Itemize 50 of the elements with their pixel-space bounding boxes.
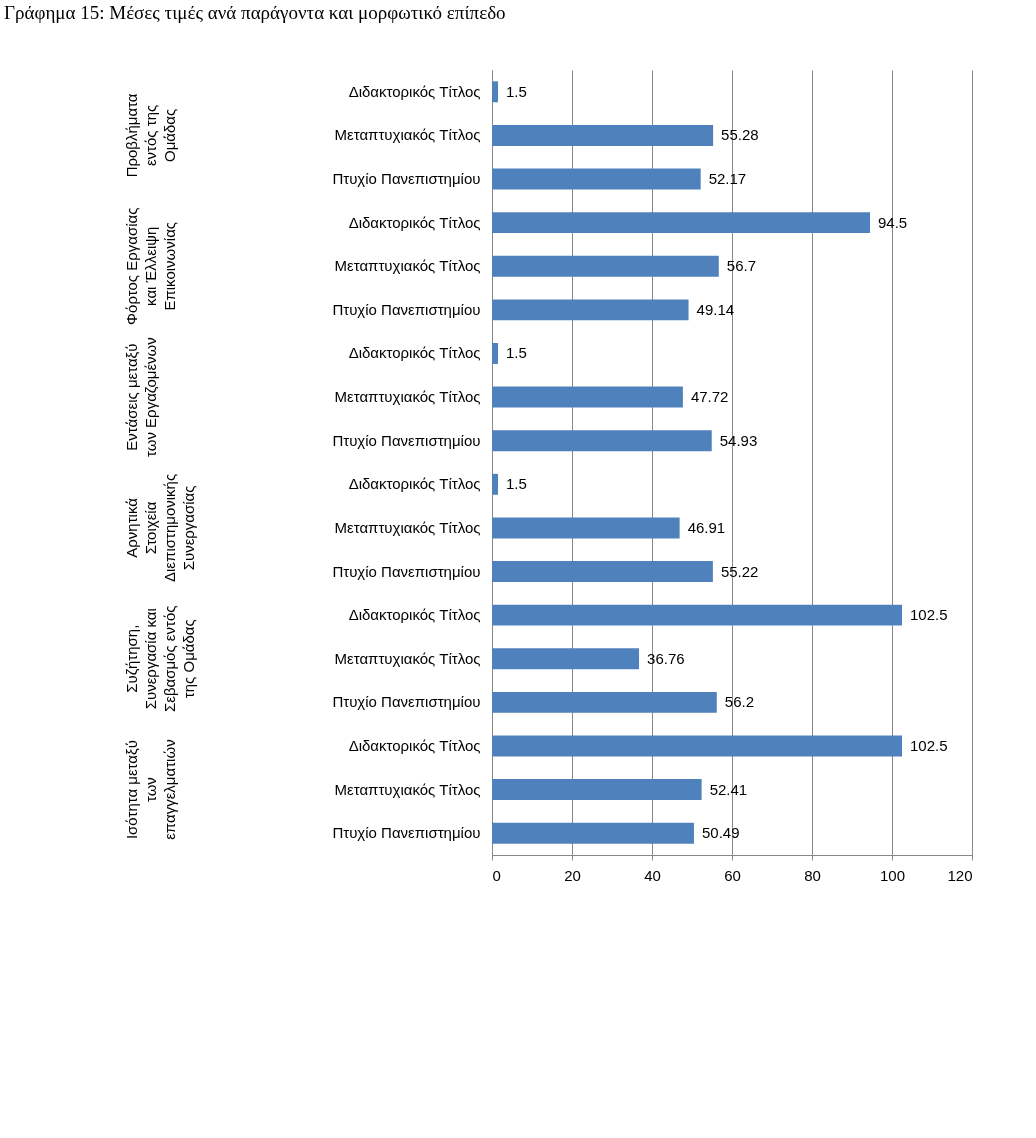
text: Προβλήματα εντός της Ομάδας [123, 93, 178, 178]
data-label: 94.5 [878, 213, 908, 231]
y-tick-label: Διδακτορικός Τίτλος [348, 344, 481, 362]
data-label: 55.22 [720, 562, 759, 580]
text: Εντάσεις μεταξύ των Εργαζομένων [123, 337, 159, 457]
data-label: 46.91 [687, 518, 726, 536]
y-tick-label: Μεταπτυχιακός Τίτλος [334, 126, 481, 144]
y-tick-label: Διδακτορικός Τίτλος [348, 475, 481, 493]
y-tick-label: Μεταπτυχιακός Τίτλος [334, 649, 481, 667]
text: Φόρτος Εργασίας και Έλλειψη Επικοινωνίας [123, 207, 178, 325]
data-label: 52.17 [708, 170, 747, 188]
text: Αρνητικά Στοιχεία Διεπιστημονικής Συνεργασίας [123, 473, 197, 582]
x-tick-label: 60 [724, 866, 741, 884]
x-tick-label: 40 [644, 866, 661, 884]
y-tick-label: Πτυχίο Πανεπιστημίου [332, 431, 481, 449]
x-tick-label: 80 [804, 866, 821, 884]
y-tick-label: Διδακτορικός Τίτλος [348, 606, 481, 624]
y-tick-label: Μεταπτυχιακός Τίτλος [334, 388, 481, 406]
data-label: 47.72 [690, 388, 729, 406]
text: Συζήτηση, Συνεργασία και Σεβασμός εντός της Ομάδας [123, 605, 197, 713]
data-label: 102.5 [910, 736, 948, 754]
data-label: 1.5 [506, 475, 527, 493]
y-tick-label: Διδακτορικός Τίτλος [348, 213, 481, 231]
data-label: 55.28 [721, 126, 759, 144]
x-tick-label: 20 [564, 866, 581, 884]
data-label: 36.76 [647, 649, 685, 667]
text: Ισότητα μεταξύ των επαγγελματιών [123, 739, 178, 840]
data-label: 1.5 [506, 344, 527, 362]
data-label: 1.5 [506, 82, 527, 100]
data-label: 56.7 [726, 257, 756, 275]
y-tick-label: Μεταπτυχιακός Τίτλος [334, 518, 481, 536]
text: Γράφημα 15: Μέσες τιμές ανά παράγοντα και μορφωτικό επίπεδο [4, 2, 506, 24]
y-tick-label: Πτυχίο Πανεπιστημίου [332, 693, 481, 711]
y-tick-label: Πτυχίο Πανεπιστημίου [332, 170, 481, 188]
y-tick-label: Μεταπτυχιακός Τίτλος [334, 780, 481, 798]
x-tick-label: 120 [947, 866, 973, 884]
data-label: 50.49 [701, 824, 740, 842]
x-tick-label: 0 [492, 866, 501, 884]
y-tick-label: Πτυχίο Πανεπιστημίου [332, 824, 481, 842]
y-tick-label: Πτυχίο Πανεπιστημίου [332, 562, 481, 580]
x-tick-label: 100 [879, 866, 906, 884]
y-tick-label: Διδακτορικός Τίτλος [348, 82, 481, 100]
data-label: 56.2 [724, 693, 754, 711]
y-tick-label: Πτυχίο Πανεπιστημίου [332, 300, 481, 318]
data-label: 49.14 [696, 300, 735, 318]
y-tick-label: Μεταπτυχιακός Τίτλος [334, 257, 481, 275]
data-label: 54.93 [719, 431, 758, 449]
data-label: 52.41 [709, 780, 748, 798]
data-label: 102.5 [910, 606, 948, 624]
y-tick-label: Διδακτορικός Τίτλος [348, 736, 481, 754]
